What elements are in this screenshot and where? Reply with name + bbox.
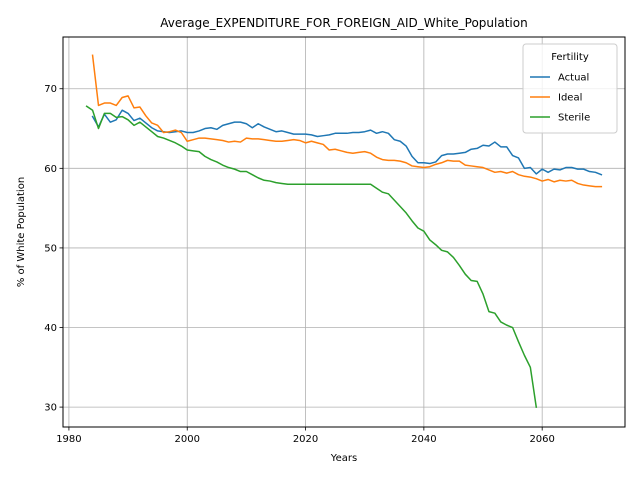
y-tick-label: 40 [44, 323, 57, 334]
legend-label-ideal: Ideal [558, 93, 582, 104]
series-lines [85, 54, 603, 408]
legend-entries: Actual Ideal Sterile [530, 73, 590, 124]
legend-label-actual: Actual [558, 73, 589, 84]
chart-title: Average_EXPENDITURE_FOR_FOREIGN_AID_Whit… [160, 16, 527, 30]
plot-frame [62, 36, 626, 428]
x-tick-label: 2020 [293, 434, 318, 445]
series-line-ideal [91, 54, 603, 188]
y-tick-label: 30 [44, 403, 57, 414]
series-line-sterile [85, 105, 538, 408]
axis-ticks: 1980 2000 2020 2040 2060 30 40 50 60 70 [44, 84, 555, 445]
y-axis-title: % of White Population [16, 177, 27, 287]
legend-box [522, 43, 618, 134]
x-axis-title: Years [330, 453, 357, 464]
y-tick-label: 60 [44, 164, 57, 175]
x-tick-label: 2040 [411, 434, 436, 445]
y-tick-label: 50 [44, 243, 57, 254]
x-tick-label: 2000 [175, 434, 200, 445]
legend-label-sterile: Sterile [558, 113, 590, 124]
x-tick-label: 2060 [529, 434, 554, 445]
legend-title: Fertility [551, 52, 589, 63]
x-tick-label: 1980 [56, 434, 81, 445]
legend: Fertility Actual Ideal Sterile [522, 43, 618, 134]
y-tick-label: 70 [44, 84, 57, 95]
